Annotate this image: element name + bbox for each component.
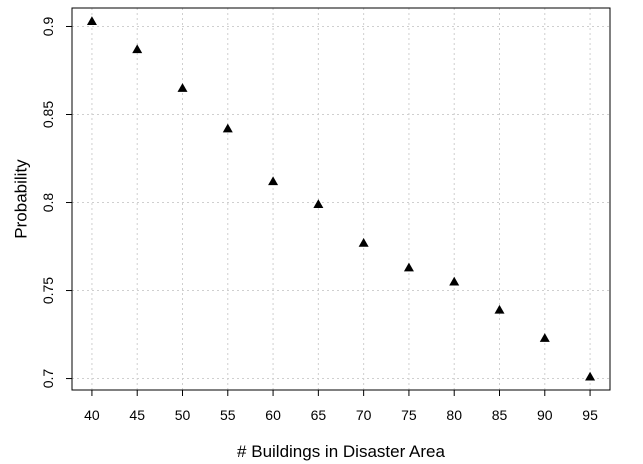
x-axis: 40 45 50 55 60 65 70 75 80 85 90 95 xyxy=(84,390,598,423)
x-tick-label: 70 xyxy=(356,407,372,423)
data-point-triangle xyxy=(222,123,233,133)
x-tick-label: 75 xyxy=(401,407,417,423)
x-tick-label: 80 xyxy=(446,407,462,423)
x-tick-label: 95 xyxy=(582,407,598,423)
data-point-triangle xyxy=(358,238,369,247)
data-point-triangle xyxy=(177,83,188,92)
x-tick-label: 40 xyxy=(84,407,100,423)
y-axis: 0.7 0.75 0.8 0.85 0.9 xyxy=(40,17,72,389)
data-point-triangle xyxy=(268,176,279,186)
y-tick-label: 0.8 xyxy=(40,193,56,213)
y-tick-label: 0.7 xyxy=(40,369,56,389)
x-tick-label: 60 xyxy=(265,407,281,423)
x-tick-label: 90 xyxy=(537,407,553,423)
data-point-triangle xyxy=(132,44,143,54)
y-tick-label: 0.75 xyxy=(40,277,56,304)
x-axis-title: # Buildings in Disaster Area xyxy=(237,442,445,461)
x-tick-label: 55 xyxy=(220,407,236,423)
data-point-triangle xyxy=(449,276,460,286)
data-point-triangle xyxy=(313,199,324,209)
data-point-triangle xyxy=(86,16,97,25)
x-tick-label: 85 xyxy=(492,407,508,423)
x-tick-label: 50 xyxy=(175,407,191,423)
grid-lines xyxy=(72,8,610,390)
x-tick-label: 45 xyxy=(129,407,145,423)
data-point-triangle xyxy=(585,371,596,381)
data-point-triangle xyxy=(494,304,505,314)
x-tick-label: 65 xyxy=(311,407,327,423)
y-axis-title: Probability xyxy=(12,159,31,239)
y-tick-label: 0.9 xyxy=(40,17,56,37)
data-point-triangle xyxy=(403,262,414,272)
plot-frame xyxy=(71,7,611,391)
y-tick-label: 0.85 xyxy=(40,101,56,128)
data-point-triangle xyxy=(539,333,550,342)
data-points xyxy=(86,16,596,381)
